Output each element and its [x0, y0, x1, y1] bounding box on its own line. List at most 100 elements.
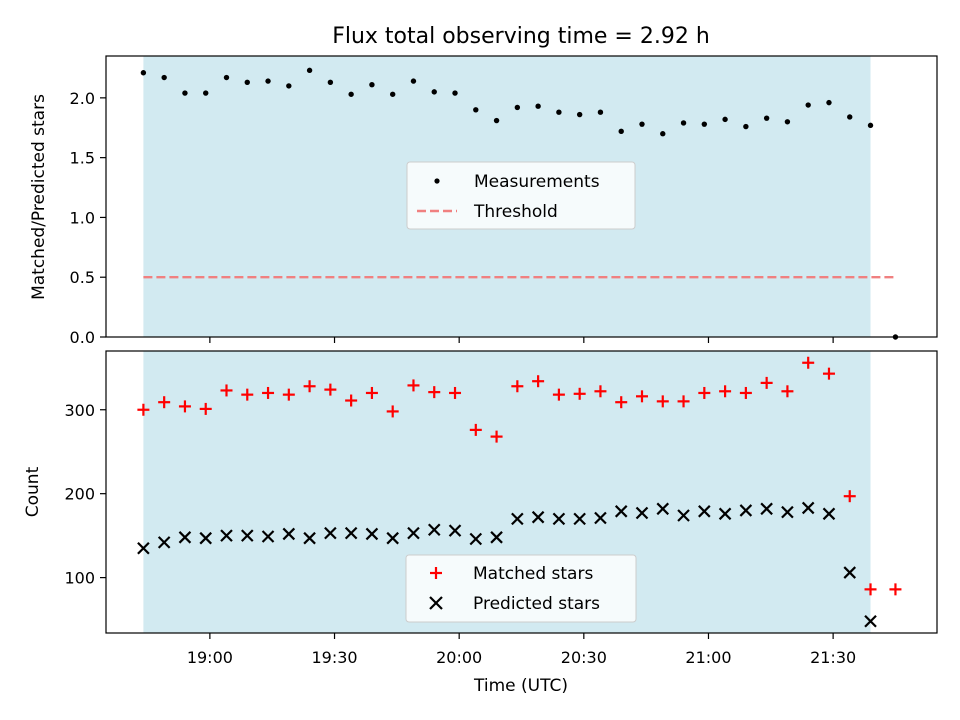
predicted-marker-b — [303, 531, 316, 545]
measurement-point — [244, 79, 250, 86]
panel-ratio: 0.00.51.01.52.0 Matched/Predicted stars … — [29, 55, 938, 347]
predicted-star-point — [490, 531, 503, 544]
predicted-marker-b — [781, 505, 794, 519]
predicted-star-point — [718, 507, 732, 521]
measurement-point — [763, 115, 770, 121]
measurement-point — [182, 90, 188, 96]
predicted-marker-b — [282, 527, 296, 541]
predicted-marker-b — [199, 531, 212, 545]
predicted-marker-b — [137, 541, 150, 555]
measurement-point — [722, 116, 728, 123]
matched-star-point — [594, 385, 607, 398]
x-tick-label: 20:30 — [561, 648, 607, 667]
predicted-star-point — [573, 512, 586, 526]
matched-star-point — [469, 423, 482, 436]
matched-star-point — [365, 386, 378, 399]
predicted-star-point — [656, 502, 670, 516]
legend-label-threshold: Threshold — [473, 202, 558, 222]
legend-label-matched: Matched stars — [473, 564, 593, 584]
predicted-star-point — [594, 511, 607, 525]
measurement-point — [223, 74, 230, 81]
legend-label-predicted: Predicted stars — [473, 594, 600, 614]
y-tick-label: 300 — [64, 401, 95, 420]
predicted-star-point — [698, 505, 711, 518]
matched-star-point — [220, 384, 233, 397]
predicted-star-point — [677, 509, 690, 522]
measurement-point — [265, 78, 271, 84]
matched-star-point — [760, 376, 773, 389]
predicted-marker-b — [448, 524, 462, 537]
measurement-point — [867, 122, 874, 129]
predicted-star-point — [781, 505, 794, 519]
predicted-marker-b — [324, 526, 337, 540]
matched-star-point — [158, 396, 171, 409]
predicted-marker-b — [822, 507, 836, 521]
measurement-point — [473, 107, 479, 113]
matched-star-point — [573, 387, 586, 400]
predicted-marker-b — [469, 532, 483, 546]
matched-star-point — [802, 356, 815, 369]
matched-star-point — [511, 380, 524, 393]
panel-counts: 100 200 300 19:00 19:30 20:00 20:30 21:00 21:30… — [23, 350, 938, 696]
matched-star-point — [428, 386, 441, 399]
predicted-star-point — [344, 526, 358, 540]
predicted-marker-b — [427, 523, 441, 537]
matched-star-point — [241, 388, 254, 401]
x-tick-label: 19:30 — [311, 648, 357, 667]
measurement-point — [369, 81, 375, 88]
predicted-marker-b — [594, 511, 607, 525]
x-tick-label: 20:00 — [436, 648, 482, 667]
measurement-point — [743, 123, 749, 130]
panel-ratio-legend: Measurements Threshold — [406, 161, 636, 230]
y-tick-label: 100 — [64, 569, 95, 588]
predicted-marker-b — [656, 502, 670, 516]
predicted-star-point — [220, 529, 233, 542]
predicted-marker-b — [801, 501, 815, 515]
matched-star-point — [635, 390, 648, 403]
predicted-star-point — [448, 524, 462, 537]
panel-ratio-y-label: Matched/Predicted stars — [29, 94, 49, 300]
measurement-point — [556, 109, 562, 115]
predicted-marker-b — [178, 531, 192, 544]
predicted-marker-b — [261, 530, 275, 543]
predicted-star-point — [427, 523, 441, 537]
measurement-point — [493, 117, 500, 124]
predicted-marker-b — [739, 504, 753, 517]
predicted-star-point — [407, 526, 420, 540]
predicted-marker-b — [490, 531, 503, 544]
measurement-point — [535, 103, 541, 109]
predicted-star-point — [531, 510, 545, 524]
panel-counts-legend: Matched stars Predicted stars — [405, 554, 637, 623]
predicted-star-point — [760, 502, 773, 516]
measurement-point — [514, 104, 521, 111]
predicted-marker-b — [344, 526, 358, 540]
panel-counts-frame — [105, 350, 938, 634]
matched-star-point — [739, 386, 752, 399]
predicted-star-point — [303, 531, 316, 545]
predicted-star-point — [199, 531, 212, 545]
predicted-star-point — [635, 506, 649, 520]
predicted-marker-b — [635, 506, 649, 520]
predicted-marker-b — [511, 512, 524, 526]
predicted-star-point — [511, 512, 524, 526]
predicted-marker-b — [240, 529, 254, 542]
predicted-marker-b — [552, 512, 566, 526]
matched-star-point — [615, 396, 628, 409]
predicted-star-point — [324, 526, 337, 540]
y-tick-label: 0.5 — [70, 268, 95, 287]
predicted-star-point — [822, 507, 836, 521]
matched-star-point — [490, 430, 503, 443]
matched-star-point — [677, 395, 690, 408]
matched-star-point — [889, 583, 902, 596]
measurement-point — [660, 131, 666, 137]
predicted-star-point — [365, 527, 379, 541]
matched-star-point — [449, 386, 462, 399]
predicted-star-point — [864, 614, 877, 628]
matched-star-point — [843, 490, 856, 503]
y-tick-label: 1.5 — [70, 149, 95, 168]
measurement-point — [327, 79, 334, 86]
panel-ratio-frame — [105, 55, 938, 338]
predicted-star-point — [240, 529, 254, 542]
predicted-marker-b — [365, 527, 379, 541]
matched-star-point — [199, 402, 212, 415]
